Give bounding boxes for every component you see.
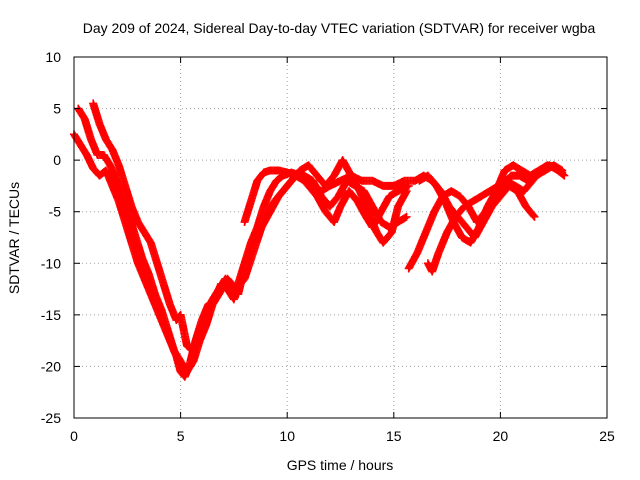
data-points bbox=[70, 99, 569, 381]
series-2 bbox=[74, 104, 411, 376]
data-point bbox=[558, 168, 567, 177]
x-tick-label: 10 bbox=[279, 428, 295, 444]
y-tick-label: 0 bbox=[53, 152, 61, 168]
y-tick-label: -25 bbox=[41, 410, 61, 426]
grid-lines bbox=[74, 57, 607, 418]
x-tick-label: 5 bbox=[177, 428, 185, 444]
series-6 bbox=[423, 161, 569, 276]
y-tick-label: -10 bbox=[41, 255, 61, 271]
x-axis-ticks: 0 5 10 15 20 25 bbox=[70, 57, 615, 444]
y-tick-label: -15 bbox=[41, 307, 61, 323]
x-axis-label: GPS time / hours bbox=[287, 457, 394, 473]
data-point bbox=[529, 211, 538, 220]
data-point bbox=[402, 212, 411, 221]
x-tick-label: 20 bbox=[493, 428, 509, 444]
series-7 bbox=[415, 161, 567, 247]
data-point bbox=[556, 167, 565, 176]
series-3 bbox=[89, 99, 411, 355]
y-axis-ticks: -25 -20 -15 -10 -5 0 5 10 bbox=[41, 49, 607, 426]
y-tick-label: 10 bbox=[45, 49, 61, 65]
x-tick-label: 15 bbox=[386, 428, 402, 444]
chart-title: Day 209 of 2024, Sidereal Day-to-day VTE… bbox=[83, 20, 596, 36]
y-tick-label: -5 bbox=[49, 204, 62, 220]
x-tick-label: 0 bbox=[70, 428, 78, 444]
data-point bbox=[530, 212, 539, 221]
x-tick-label: 25 bbox=[599, 428, 615, 444]
y-tick-label: 5 bbox=[53, 101, 61, 117]
plot-frame bbox=[73, 56, 608, 419]
data-point bbox=[402, 187, 411, 196]
y-axis-label: SDTVAR / TECUs bbox=[6, 182, 22, 294]
y-tick-label: -20 bbox=[41, 358, 61, 374]
